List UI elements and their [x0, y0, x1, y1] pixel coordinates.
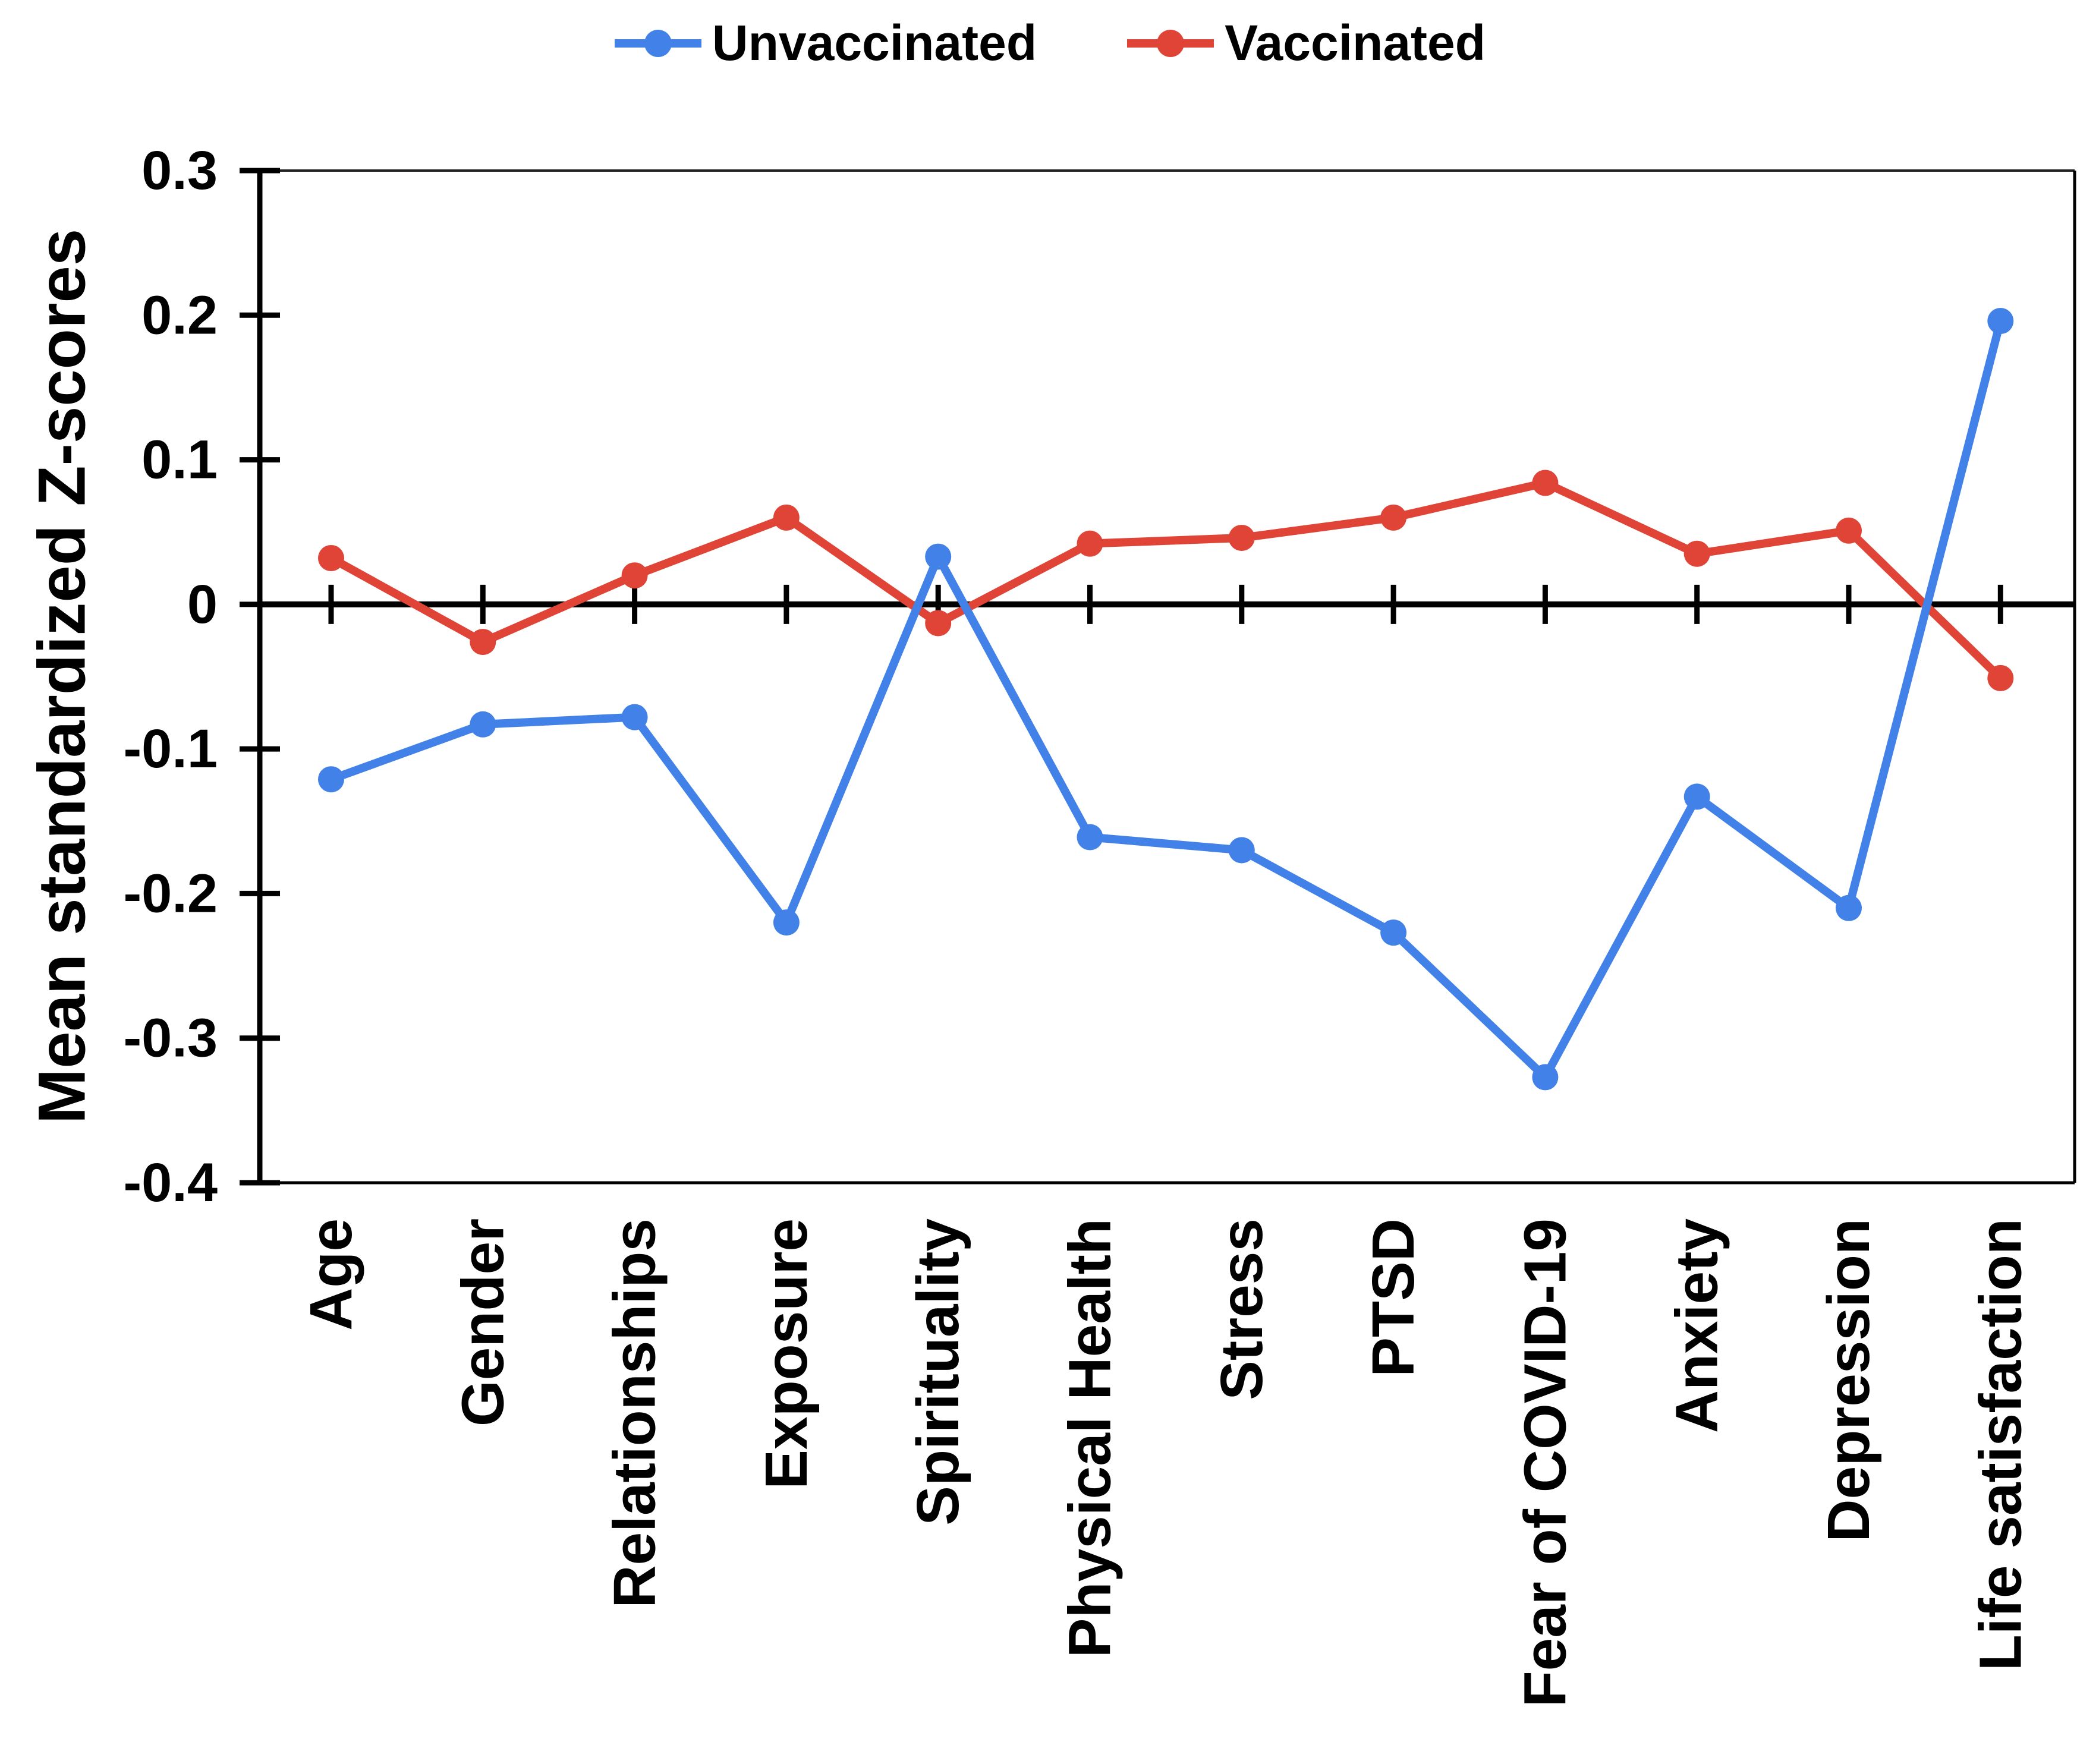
legend-dot-icon: [644, 29, 672, 57]
data-point-vaccinated-anxiety: [1683, 540, 1710, 567]
legend-marker-vaccinated-icon: [1127, 29, 1214, 57]
y-tick-label: -0.3: [123, 1008, 218, 1069]
data-point-unvaccinated-fear-of-covid-19: [1532, 1064, 1559, 1091]
y-axis-title: Mean standardized Z-scores: [25, 229, 99, 1124]
y-tick-label: -0.4: [123, 1152, 218, 1213]
y-tick-label: 0.1: [141, 430, 218, 490]
legend-item-unvaccinated: Unvaccinated: [613, 14, 1037, 72]
data-point-vaccinated-stress: [1228, 524, 1255, 551]
x-category-label: Depression: [1815, 1218, 1882, 1542]
legend-label-unvaccinated: Unvaccinated: [712, 15, 1037, 71]
chart-legend: Unvaccinated Vaccinated: [0, 14, 2099, 72]
data-point-unvaccinated-physical-health: [1077, 824, 1103, 850]
data-point-unvaccinated-anxiety: [1683, 783, 1710, 810]
data-point-unvaccinated-relationships: [621, 704, 648, 730]
data-point-unvaccinated-exposure: [773, 909, 800, 936]
data-point-vaccinated-fear-of-covid-19: [1532, 470, 1559, 496]
data-point-unvaccinated-ptsd: [1380, 919, 1407, 946]
x-category-label: Stress: [1209, 1218, 1275, 1400]
data-point-unvaccinated-age: [318, 766, 344, 793]
x-category-label: PTSD: [1360, 1218, 1427, 1377]
data-point-vaccinated-relationships: [621, 562, 648, 589]
x-category-label: Relationships: [602, 1218, 668, 1608]
data-point-unvaccinated-life-satisfaction: [1987, 308, 2014, 335]
x-category-label: Age: [298, 1218, 364, 1331]
legend-item-vaccinated: Vaccinated: [1126, 14, 1486, 72]
x-category-label: Exposure: [753, 1218, 820, 1489]
y-tick-label: -0.2: [123, 863, 218, 924]
data-point-unvaccinated-stress: [1228, 837, 1255, 864]
data-point-vaccinated-ptsd: [1380, 504, 1407, 531]
legend-label-vaccinated: Vaccinated: [1225, 15, 1486, 71]
data-point-vaccinated-life-satisfaction: [1987, 664, 2014, 691]
series-line-unvaccinated: [327, 317, 2005, 1082]
legend-dot-icon: [1157, 29, 1185, 57]
data-point-unvaccinated-depression: [1836, 894, 1862, 921]
y-tick-label: 0: [187, 574, 218, 635]
data-point-vaccinated-exposure: [773, 504, 800, 531]
x-category-label: Anxiety: [1664, 1218, 1730, 1434]
series-line-vaccinated: [327, 478, 2005, 682]
x-category-label: Spirituality: [905, 1218, 971, 1526]
legend-marker-unvaccinated-icon: [614, 29, 701, 57]
data-point-vaccinated-gender: [470, 629, 496, 656]
data-point-vaccinated-depression: [1836, 517, 1862, 544]
data-point-unvaccinated-spirituality: [925, 543, 952, 570]
data-point-vaccinated-physical-health: [1077, 530, 1103, 557]
x-category-label: Fear of COVID-19: [1512, 1218, 1578, 1707]
x-category-label: Physical Health: [1057, 1218, 1124, 1658]
y-tick-label: -0.1: [123, 719, 218, 779]
data-point-unvaccinated-gender: [470, 711, 496, 738]
y-tick-label: 0.2: [141, 285, 218, 345]
data-point-vaccinated-spirituality: [925, 610, 952, 637]
x-category-label: Life satisfaction: [1967, 1218, 2034, 1671]
data-point-vaccinated-age: [318, 545, 344, 572]
y-tick-label: 0.3: [141, 140, 218, 201]
x-category-label: Gender: [449, 1218, 516, 1426]
